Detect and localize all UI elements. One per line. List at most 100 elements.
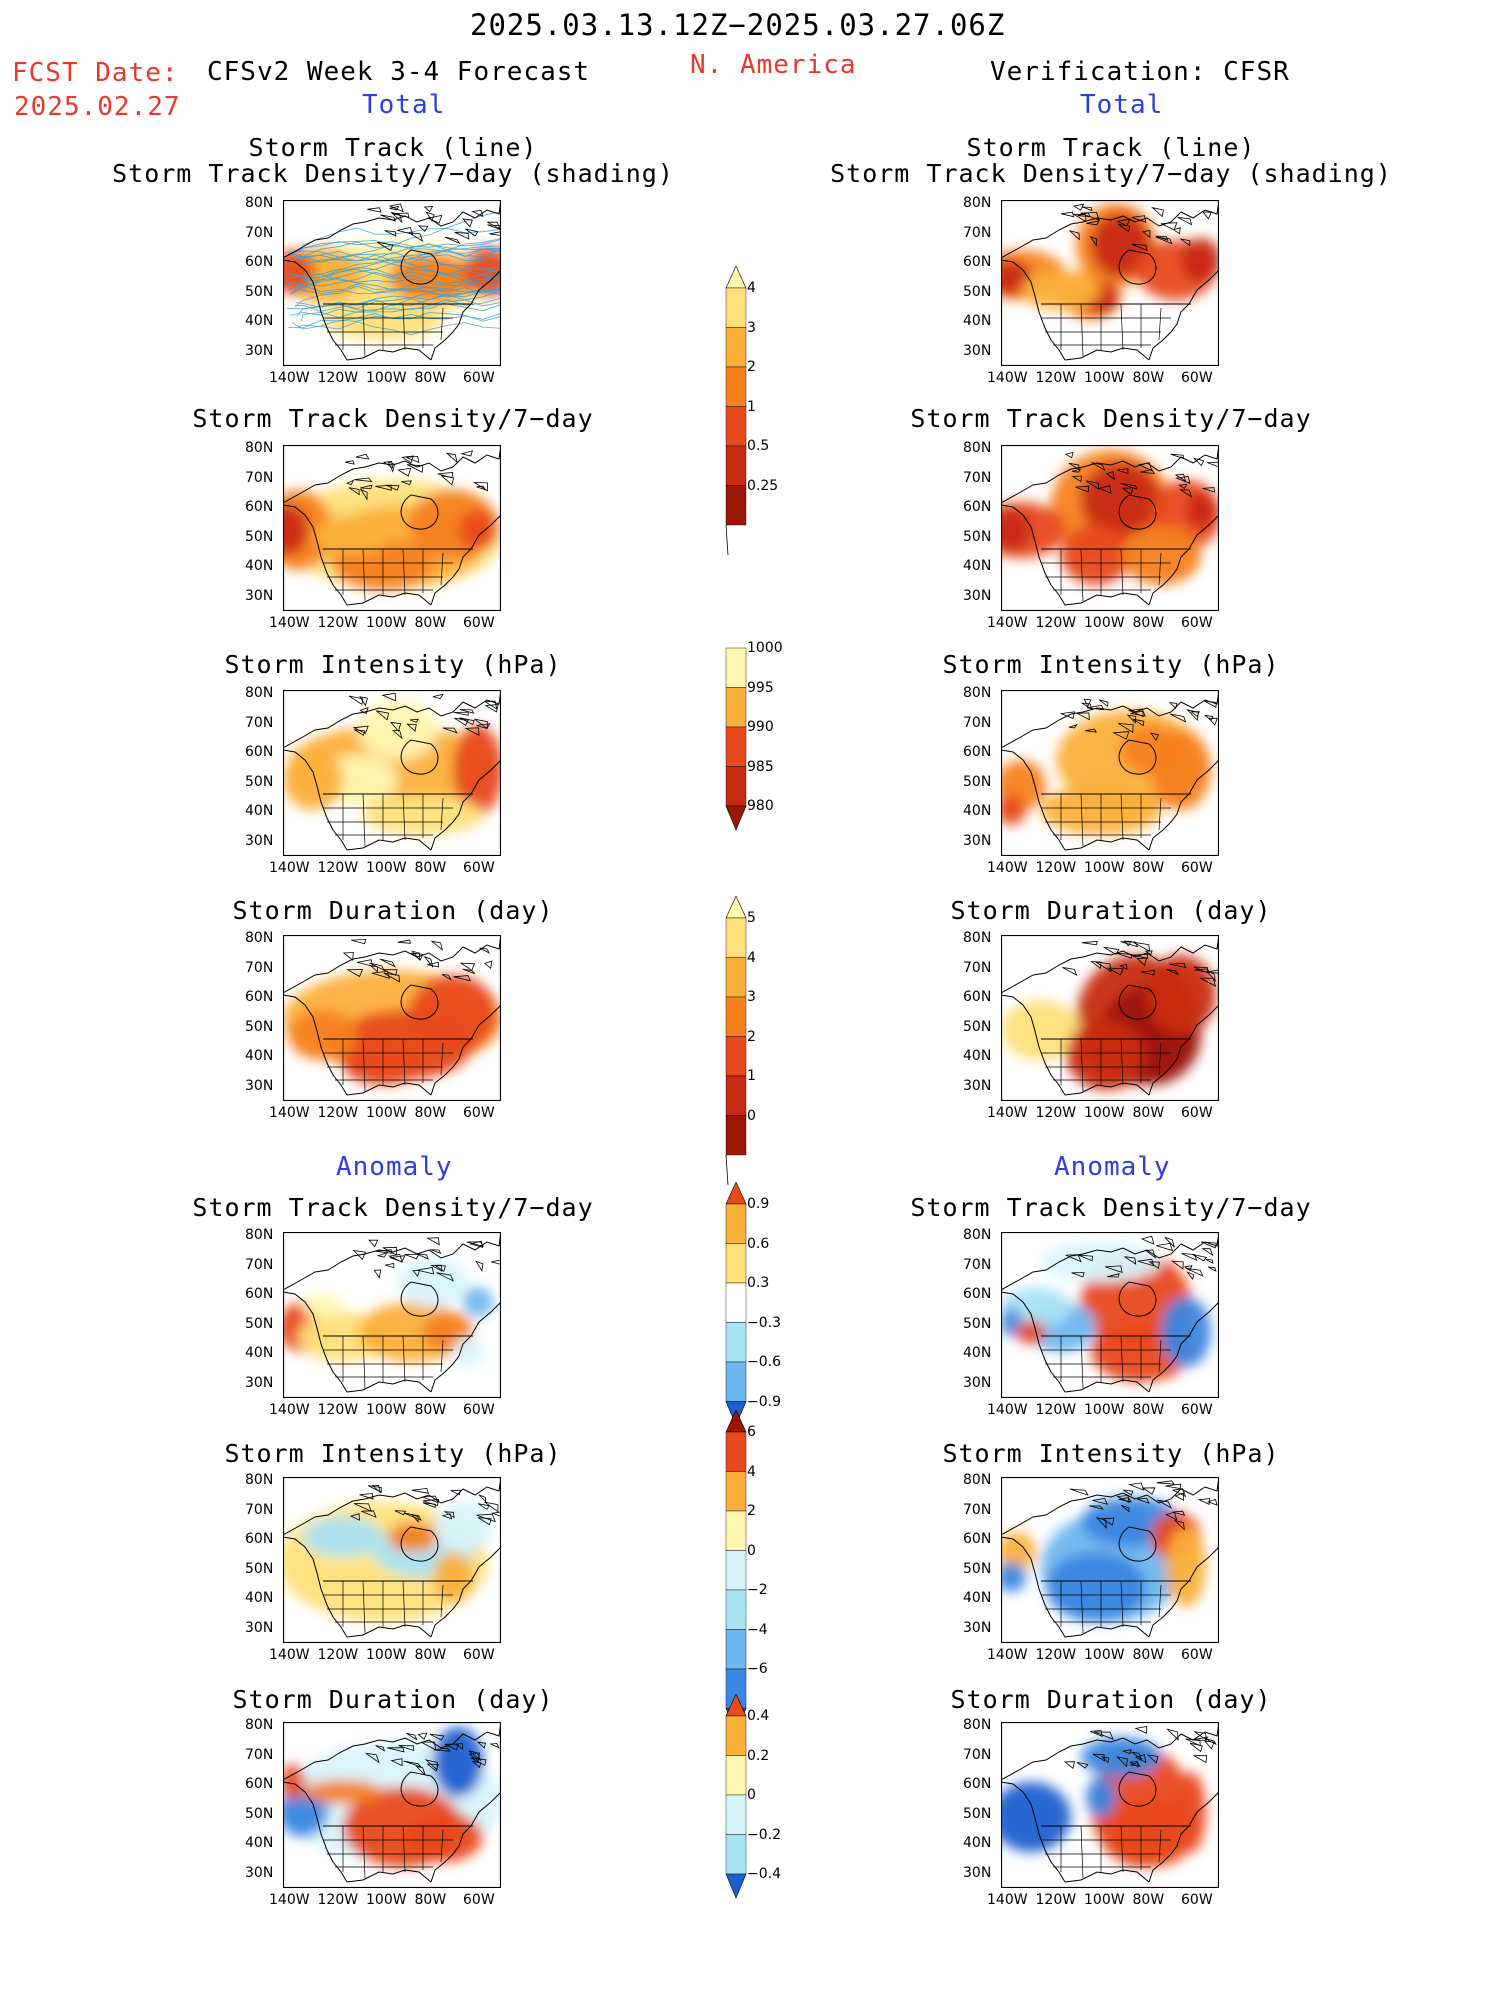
colorbar-tick-label: 1000	[747, 640, 783, 656]
lat-tick-label: 70N	[963, 1746, 992, 1763]
lat-tick-label: 50N	[963, 1805, 992, 1822]
lat-tick-label: 30N	[963, 1077, 992, 1094]
colorbar-tick-label: 0.2	[747, 1747, 770, 1764]
lat-tick-label: 60N	[963, 744, 992, 760]
lon-tick-label: 60W	[1181, 1892, 1213, 1908]
lat-tick-label: 30N	[245, 1374, 274, 1391]
title-track-shading-right: Storm Track Density/7−day (shading)	[830, 159, 1392, 188]
lat-tick-label: 80N	[245, 930, 274, 946]
colorbar-tick-label: 1	[747, 398, 756, 415]
lon-tick-label: 120W	[1035, 615, 1077, 631]
map-intensity-anom-forecast	[282, 1476, 502, 1644]
lat-tick-label: 60N	[245, 1531, 274, 1547]
lat-tick-label: 50N	[963, 283, 992, 300]
lon-tick-label: 120W	[317, 1402, 359, 1418]
map-duration-verif	[1000, 934, 1220, 1102]
lat-tick-label: 60N	[963, 989, 992, 1005]
lat-tick-label: 60N	[245, 499, 274, 515]
lon-tick-label: 140W	[987, 1402, 1028, 1418]
lat-tick-label: 70N	[245, 469, 274, 486]
colorbar-tick-label: 2	[747, 359, 756, 375]
map-duration-anom-forecast	[282, 1721, 502, 1889]
lat-tick-label: 60N	[245, 989, 274, 1005]
title-track-line-right: Storm Track (line)	[966, 133, 1256, 162]
lon-tick-label: 80W	[414, 370, 447, 386]
lat-tick-label: 80N	[245, 685, 274, 701]
map-track-verif	[1000, 199, 1220, 367]
lon-tick-label: 140W	[269, 1402, 310, 1418]
lon-tick-label: 120W	[317, 370, 359, 386]
lat-tick-label: 30N	[245, 342, 274, 359]
fcst-date-value: 2025.02.27	[14, 92, 181, 122]
lat-tick-label: 70N	[963, 224, 992, 241]
lat-tick-label: 80N	[963, 1227, 992, 1243]
lon-tick-label: 120W	[317, 615, 359, 631]
map-duration-forecast	[282, 934, 502, 1102]
colorbar-density-anom	[725, 1181, 747, 1533]
colorbar-tick-label: −2	[747, 1582, 768, 1598]
lon-tick-label: 80W	[1132, 1105, 1165, 1121]
lat-tick-label: 70N	[245, 1501, 274, 1518]
lon-tick-label: 80W	[1132, 370, 1165, 386]
title-track-shading-left: Storm Track Density/7−day (shading)	[112, 159, 674, 188]
lon-tick-label: 60W	[463, 860, 495, 876]
lat-tick-label: 30N	[245, 587, 274, 604]
map-density-anom-verif	[1000, 1231, 1220, 1399]
lon-tick-label: 140W	[987, 1892, 1028, 1908]
colorbar-tick-label: 0.3	[747, 1275, 770, 1291]
title-density-total-left: Storm Track Density/7−day	[192, 404, 594, 433]
lat-tick-label: 60N	[963, 1286, 992, 1302]
colorbar-tick-label: −0.9	[747, 1393, 781, 1410]
colorbar-tick-label: 5	[747, 910, 756, 926]
lat-tick-label: 80N	[245, 1472, 274, 1488]
lon-tick-label: 80W	[1132, 860, 1165, 876]
lat-tick-label: 50N	[245, 773, 274, 790]
lat-tick-label: 50N	[963, 1315, 992, 1332]
map-track-forecast	[282, 199, 502, 367]
lat-tick-label: 50N	[245, 1805, 274, 1822]
lon-tick-label: 80W	[414, 1647, 447, 1663]
map-duration-anom-verif	[1000, 1721, 1220, 1889]
title-track-line-left: Storm Track (line)	[248, 133, 538, 162]
lat-tick-label: 40N	[245, 1590, 274, 1606]
colorbar-duration-total	[725, 895, 747, 1247]
lon-tick-label: 140W	[269, 860, 310, 876]
colorbar-tick-label: 4	[747, 1463, 756, 1480]
lat-tick-label: 80N	[245, 195, 274, 211]
colorbar-tick-label: 3	[747, 319, 756, 336]
lat-tick-label: 60N	[963, 1531, 992, 1547]
lat-tick-label: 70N	[963, 1501, 992, 1518]
lon-tick-label: 140W	[269, 615, 310, 631]
lon-tick-label: 100W	[366, 1105, 407, 1121]
lon-tick-label: 80W	[414, 615, 447, 631]
lon-tick-label: 120W	[317, 1105, 359, 1121]
lon-tick-label: 60W	[463, 1892, 495, 1908]
title-intensity-total-right: Storm Intensity (hPa)	[942, 650, 1280, 679]
lat-tick-label: 30N	[963, 1374, 992, 1391]
colorbar-tick-label: 2	[747, 1503, 756, 1519]
lon-tick-label: 100W	[1084, 370, 1125, 386]
colorbar-tick-label: 4	[747, 949, 756, 966]
lon-tick-label: 80W	[1132, 1402, 1165, 1418]
lon-tick-label: 140W	[987, 370, 1028, 386]
lon-tick-label: 140W	[987, 1105, 1028, 1121]
lat-tick-label: 70N	[963, 469, 992, 486]
colorbar-tick-label: −4	[747, 1621, 768, 1638]
lon-tick-label: 100W	[1084, 615, 1125, 631]
colorbar-tick-label: 0.5	[747, 438, 770, 454]
colorbar-tick-label: 2	[747, 1028, 756, 1045]
colorbar-tick-label: 995	[747, 679, 774, 696]
lon-tick-label: 80W	[414, 860, 447, 876]
lon-tick-label: 120W	[317, 860, 359, 876]
lat-tick-label: 40N	[963, 1835, 992, 1851]
lon-tick-label: 120W	[1035, 1892, 1077, 1908]
colorbar-tick-label: 0	[747, 1107, 756, 1124]
lat-tick-label: 70N	[963, 959, 992, 976]
lat-tick-label: 30N	[963, 587, 992, 604]
lat-tick-label: 50N	[963, 528, 992, 545]
lat-tick-label: 40N	[245, 1345, 274, 1361]
lat-tick-label: 50N	[245, 528, 274, 545]
lat-tick-label: 60N	[245, 1776, 274, 1792]
lon-tick-label: 80W	[1132, 1892, 1165, 1908]
colorbar-tick-label: 0.6	[747, 1235, 770, 1252]
